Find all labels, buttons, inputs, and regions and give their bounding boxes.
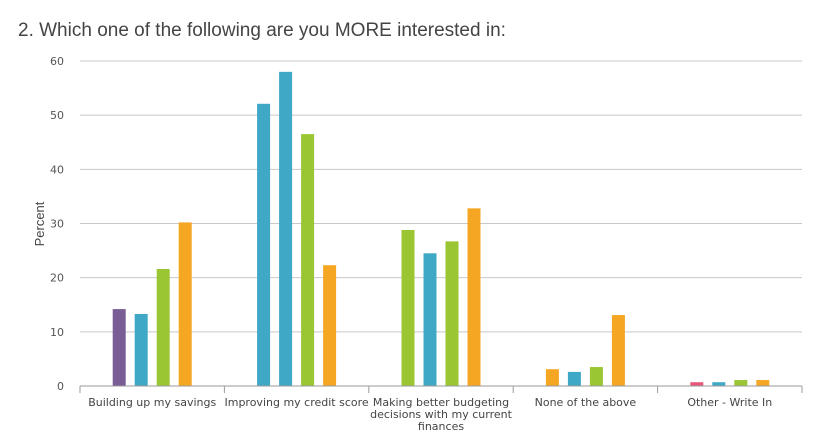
x-category-label: Improving my credit score: [224, 396, 368, 409]
y-tick-label: 20: [50, 272, 64, 285]
y-tick-label: 40: [50, 163, 64, 176]
y-tick-label: 50: [50, 109, 64, 122]
bar: [467, 208, 481, 386]
y-tick-label: 60: [50, 55, 64, 68]
x-category-label: decisions with my current: [370, 408, 512, 421]
x-category-label: Making better budgeting: [373, 396, 509, 409]
y-axis-label: Percent: [32, 201, 47, 246]
bar: [178, 222, 192, 386]
x-axis: [79, 385, 803, 393]
x-category-label: Building up my savings: [88, 396, 216, 409]
bar: [257, 103, 271, 387]
x-category-label: None of the above: [535, 396, 637, 409]
x-category-label: finances: [418, 420, 464, 433]
bar: [112, 309, 126, 386]
bar: [567, 371, 581, 386]
category-labels: Building up my savings Improving my credi…: [88, 396, 772, 433]
bar: [589, 367, 603, 386]
bars: [112, 71, 770, 387]
bar: [712, 382, 726, 386]
bar: [401, 230, 415, 386]
bar: [690, 382, 704, 386]
gridlines: [80, 60, 802, 333]
bar: [156, 269, 170, 386]
bar: [279, 71, 293, 386]
bar: [323, 265, 337, 386]
y-tick-label: 10: [50, 326, 64, 339]
y-axis-ticks: 0 10 20 30 40 50 60: [50, 55, 64, 393]
y-tick-label: 0: [57, 380, 64, 393]
bar: [611, 315, 625, 386]
bar: [423, 253, 437, 386]
bar: [301, 134, 315, 386]
bar: [134, 313, 148, 386]
y-tick-label: 30: [50, 218, 64, 231]
x-category-label: Other - Write In: [687, 396, 772, 409]
bar: [756, 380, 770, 386]
question-title: 2. Which one of the following are you MO…: [18, 20, 506, 41]
bar: [734, 380, 748, 386]
bar: [545, 369, 559, 386]
bar: [445, 241, 459, 386]
